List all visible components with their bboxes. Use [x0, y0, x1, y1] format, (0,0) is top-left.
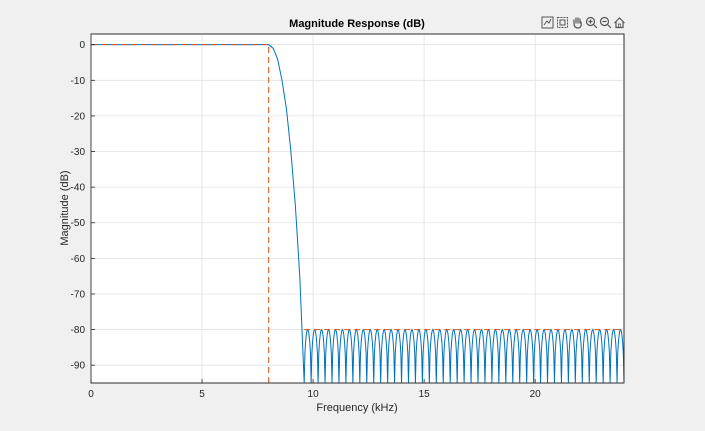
y-tick-label: 0: [79, 40, 85, 51]
y-tick-label: -20: [71, 111, 86, 122]
x-axis-label: Frequency (kHz): [316, 402, 397, 414]
zoom-out-icon[interactable]: [599, 16, 612, 29]
pan-hand-icon[interactable]: [571, 16, 584, 29]
zoom-region-icon[interactable]: [556, 16, 569, 29]
x-tick-label: 10: [308, 389, 320, 400]
y-tick-label: -90: [71, 361, 86, 372]
y-tick-label: -70: [71, 289, 86, 300]
zoom-in-icon[interactable]: [585, 16, 598, 29]
x-tick-label: 0: [88, 389, 94, 400]
plot-frame: [90, 33, 625, 384]
y-tick-label: -60: [71, 254, 86, 265]
ticks: 0 5 10 15 20 0 -10 -20 -30 -40 -50 -60 -70 -80 -90: [71, 40, 542, 400]
magnitude-response-line: [91, 44, 625, 384]
x-tick-label: 5: [199, 389, 205, 400]
y-tick-label: -80: [71, 325, 86, 336]
x-tick-label: 20: [530, 389, 542, 400]
x-tick-label: 15: [419, 389, 431, 400]
data-tips-icon[interactable]: [541, 16, 554, 29]
specification-mask-line: [91, 44, 624, 383]
y-tick-label: -50: [71, 218, 86, 229]
y-tick-label: -10: [71, 76, 86, 87]
home-icon[interactable]: [613, 16, 626, 29]
chart-title: Magnitude Response (dB): [289, 18, 425, 30]
y-axis-label: Magnitude (dB): [59, 170, 71, 245]
y-tick-label: -40: [71, 183, 86, 194]
y-tick-label: -30: [71, 147, 86, 158]
series-layer: [91, 44, 625, 384]
